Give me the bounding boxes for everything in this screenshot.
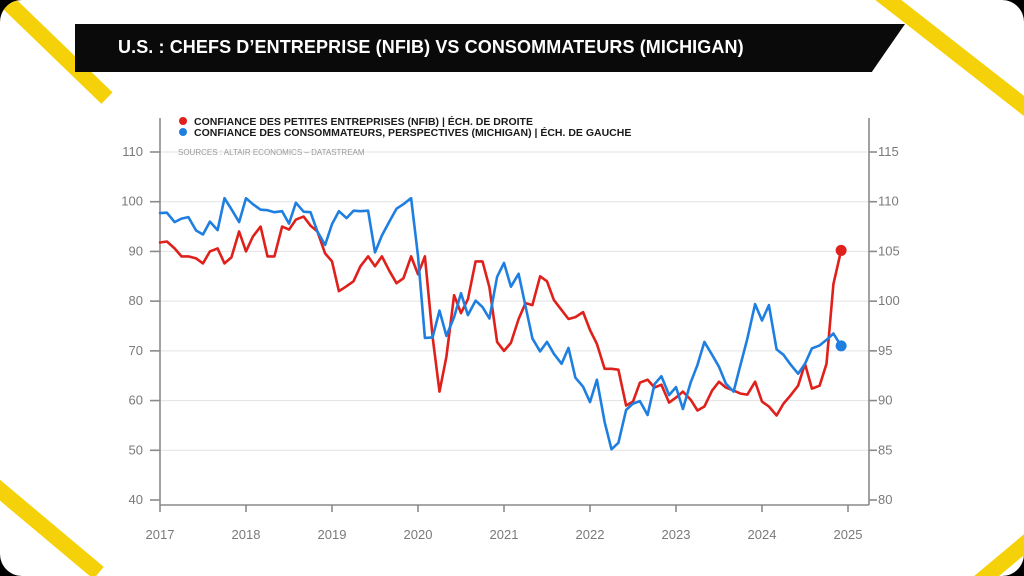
right-tick-label: 90	[878, 393, 892, 408]
x-tick-label: 2020	[404, 527, 433, 542]
title-banner	[75, 24, 905, 72]
data-series	[158, 196, 847, 451]
x-tick-label: 2019	[318, 527, 347, 542]
source-note: SOURCES : ALTAIR ECONOMICS – DATASTREAM	[178, 148, 365, 157]
right-tick-label: 105	[878, 243, 900, 258]
right-tick-label: 85	[878, 442, 892, 457]
left-tick-label: 40	[129, 492, 143, 507]
tick-labels: 40 50 60 70 80 90 100 110 80 85 90 95 100 105 110 115 20…	[121, 144, 899, 542]
left-tick-label: 110	[122, 144, 143, 159]
x-tick-label: 2023	[662, 527, 691, 542]
series-line-michigan	[158, 196, 843, 451]
right-tick-label: 115	[878, 144, 899, 159]
series-end-dot-michigan	[835, 340, 847, 352]
legend-marker-michigan	[179, 128, 187, 136]
axes	[159, 118, 870, 506]
grid-lines	[150, 151, 877, 512]
left-tick-label: 50	[129, 442, 143, 457]
legend-marker-nfib	[179, 117, 187, 125]
x-tick-label: 2017	[146, 527, 175, 542]
chart-title: U.S. : CHEFS D’ENTREPRISE (NFIB) VS CONS…	[118, 37, 744, 57]
x-tick-label: 2018	[232, 527, 261, 542]
left-tick-label: 80	[129, 293, 143, 308]
x-tick-label: 2021	[490, 527, 519, 542]
series-line-nfib	[158, 215, 843, 417]
left-tick-label: 60	[129, 393, 143, 408]
left-tick-label: 100	[121, 194, 143, 209]
left-tick-label: 90	[129, 243, 143, 258]
legend-label-nfib: CONFIANCE DES PETITES ENTREPRISES (NFIB)…	[194, 115, 533, 128]
right-tick-label: 80	[878, 492, 892, 507]
x-tick-label: 2022	[576, 527, 605, 542]
series-end-dot-nfib	[835, 244, 847, 256]
right-tick-label: 100	[878, 293, 900, 308]
legend-label-michigan: CONFIANCE DES CONSOMMATEURS, PERSPECTIVE…	[194, 126, 631, 139]
left-tick-label: 70	[129, 343, 143, 358]
right-tick-label: 110	[878, 194, 899, 209]
legend: CONFIANCE DES PETITES ENTREPRISES (NFIB)…	[178, 115, 631, 157]
x-tick-label: 2025	[834, 527, 863, 542]
x-tick-label: 2024	[748, 527, 777, 542]
right-tick-label: 95	[878, 343, 892, 358]
